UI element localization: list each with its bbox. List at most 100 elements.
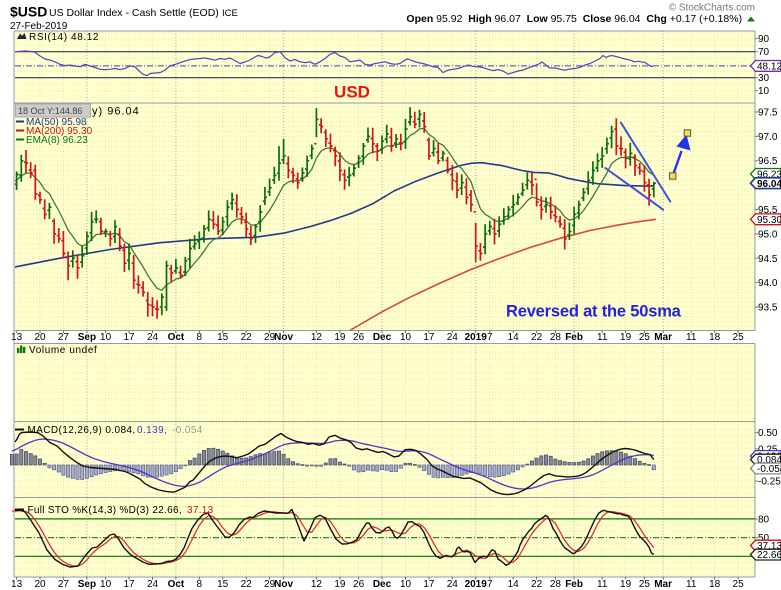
svg-text:19: 19	[334, 332, 346, 343]
svg-text:8: 8	[197, 332, 203, 343]
svg-text:Feb: Feb	[565, 579, 583, 590]
svg-text:25: 25	[639, 579, 651, 590]
svg-text:70: 70	[758, 47, 770, 58]
svg-text:7: 7	[487, 332, 493, 343]
svg-text:Oct: Oct	[168, 579, 185, 590]
svg-text:11: 11	[686, 332, 697, 343]
svg-text:28: 28	[550, 579, 562, 590]
svg-text:-0.054: -0.054	[757, 464, 781, 475]
svg-text:14: 14	[508, 332, 520, 343]
svg-text:27-Feb-2019: 27-Feb-2019	[10, 21, 68, 32]
svg-text:Open 95.92 High 96.07 Low 95: Open 95.92 High 96.07 Low 95.75 Close 96…	[406, 13, 745, 25]
svg-text:RSI(14) 48.12: RSI(14) 48.12	[29, 32, 99, 43]
svg-text:0.25: 0.25	[758, 444, 778, 455]
svg-text:17: 17	[123, 579, 135, 590]
svg-text:22.66: 22.66	[757, 550, 781, 561]
svg-text:26: 26	[353, 332, 365, 343]
svg-text:18 Oct Y:144.86: 18 Oct Y:144.86	[18, 106, 82, 116]
svg-text:ICE: ICE	[222, 8, 238, 19]
svg-text:8: 8	[197, 579, 203, 590]
svg-text:Dec: Dec	[373, 332, 392, 343]
svg-text:Mar: Mar	[654, 579, 672, 590]
svg-text:37.13: 37.13	[187, 505, 214, 516]
svg-text:19: 19	[620, 579, 632, 590]
svg-text:48.12: 48.12	[757, 62, 781, 73]
svg-text:20: 20	[34, 332, 46, 343]
svg-text:94.5: 94.5	[758, 254, 778, 265]
svg-text:22: 22	[241, 332, 253, 343]
svg-text:0.50: 0.50	[758, 428, 778, 439]
svg-text:12: 12	[311, 579, 323, 590]
svg-text:Mar: Mar	[654, 332, 672, 343]
svg-text:Dec: Dec	[373, 579, 392, 590]
svg-text:22: 22	[241, 579, 253, 590]
svg-text:7: 7	[487, 579, 493, 590]
svg-text:17: 17	[123, 332, 135, 343]
svg-text:96.04: 96.04	[757, 179, 781, 190]
svg-text:$USD: $USD	[10, 4, 47, 20]
svg-text:US Dollar Index - Cash Settle: US Dollar Index - Cash Settle (EOD)	[49, 7, 219, 19]
svg-text:15: 15	[217, 332, 229, 343]
svg-text:29: 29	[264, 579, 276, 590]
svg-text:MACD(12,26,9) 0.084,: MACD(12,26,9) 0.084,	[28, 425, 136, 436]
svg-text:Sep: Sep	[78, 579, 96, 590]
svg-text:95.30: 95.30	[757, 215, 781, 226]
svg-text:Oct: Oct	[168, 332, 185, 343]
svg-text:22: 22	[531, 579, 543, 590]
svg-text:95.5: 95.5	[758, 205, 778, 216]
svg-text:0.084: 0.084	[757, 455, 781, 466]
svg-text:97.0: 97.0	[758, 132, 778, 143]
svg-text:Nov: Nov	[274, 332, 293, 343]
svg-text:93.5: 93.5	[758, 303, 778, 314]
svg-text:24: 24	[147, 332, 159, 343]
svg-text:24: 24	[147, 579, 159, 590]
svg-text:26: 26	[353, 579, 365, 590]
svg-text:0.139,: 0.139,	[137, 425, 167, 436]
svg-text:2019: 2019	[465, 332, 488, 343]
svg-text:10: 10	[100, 332, 112, 343]
svg-text:-0.054: -0.054	[172, 425, 203, 436]
svg-text:15: 15	[217, 579, 229, 590]
svg-text:80: 80	[758, 514, 770, 525]
svg-text:MA(200) 95.30: MA(200) 95.30	[26, 126, 93, 137]
svg-text:24: 24	[447, 579, 459, 590]
svg-text:Feb: Feb	[565, 332, 583, 343]
svg-text:28: 28	[550, 332, 562, 343]
svg-text:90: 90	[758, 34, 770, 45]
svg-text:11: 11	[686, 579, 697, 590]
svg-text:-0.25: -0.25	[758, 477, 781, 488]
svg-text:EMA(8) 96.23: EMA(8) 96.23	[26, 135, 88, 146]
svg-text:MA(50) 95.98: MA(50) 95.98	[26, 117, 87, 128]
svg-text:19: 19	[334, 579, 346, 590]
svg-text:30: 30	[758, 73, 770, 84]
svg-text:96.5: 96.5	[758, 156, 778, 167]
svg-text:Volume undef: Volume undef	[29, 345, 97, 356]
svg-text:11: 11	[597, 332, 608, 343]
svg-text:96.23: 96.23	[757, 170, 781, 181]
svg-text:37.13: 37.13	[757, 541, 781, 552]
svg-text:17: 17	[423, 332, 435, 343]
svg-text:25: 25	[733, 579, 745, 590]
svg-text:25: 25	[733, 332, 745, 343]
svg-text:22: 22	[531, 332, 543, 343]
svg-text:2019: 2019	[465, 579, 488, 590]
svg-text:20: 20	[34, 579, 46, 590]
svg-text:10: 10	[100, 579, 112, 590]
svg-text:USD: USD	[334, 83, 370, 102]
svg-text:27: 27	[58, 579, 70, 590]
svg-text:© StockCharts.com: © StockCharts.com	[669, 3, 755, 14]
svg-text:18: 18	[709, 579, 721, 590]
svg-text:17: 17	[423, 579, 435, 590]
svg-text:95.0: 95.0	[758, 229, 778, 240]
svg-text:Full STO %K(14,3) %D(3) 22.66,: Full STO %K(14,3) %D(3) 22.66,	[28, 505, 182, 516]
svg-text:10: 10	[400, 332, 412, 343]
svg-text:Reversed at the 50sma: Reversed at the 50sma	[506, 303, 682, 321]
svg-text:10: 10	[400, 579, 412, 590]
svg-text:12: 12	[311, 332, 323, 343]
svg-text:13: 13	[11, 332, 23, 343]
svg-text:y) 96.04: y) 96.04	[92, 106, 140, 118]
svg-text:11: 11	[597, 579, 608, 590]
svg-text:25: 25	[639, 332, 651, 343]
svg-text:27: 27	[58, 332, 70, 343]
svg-text:18: 18	[709, 332, 721, 343]
